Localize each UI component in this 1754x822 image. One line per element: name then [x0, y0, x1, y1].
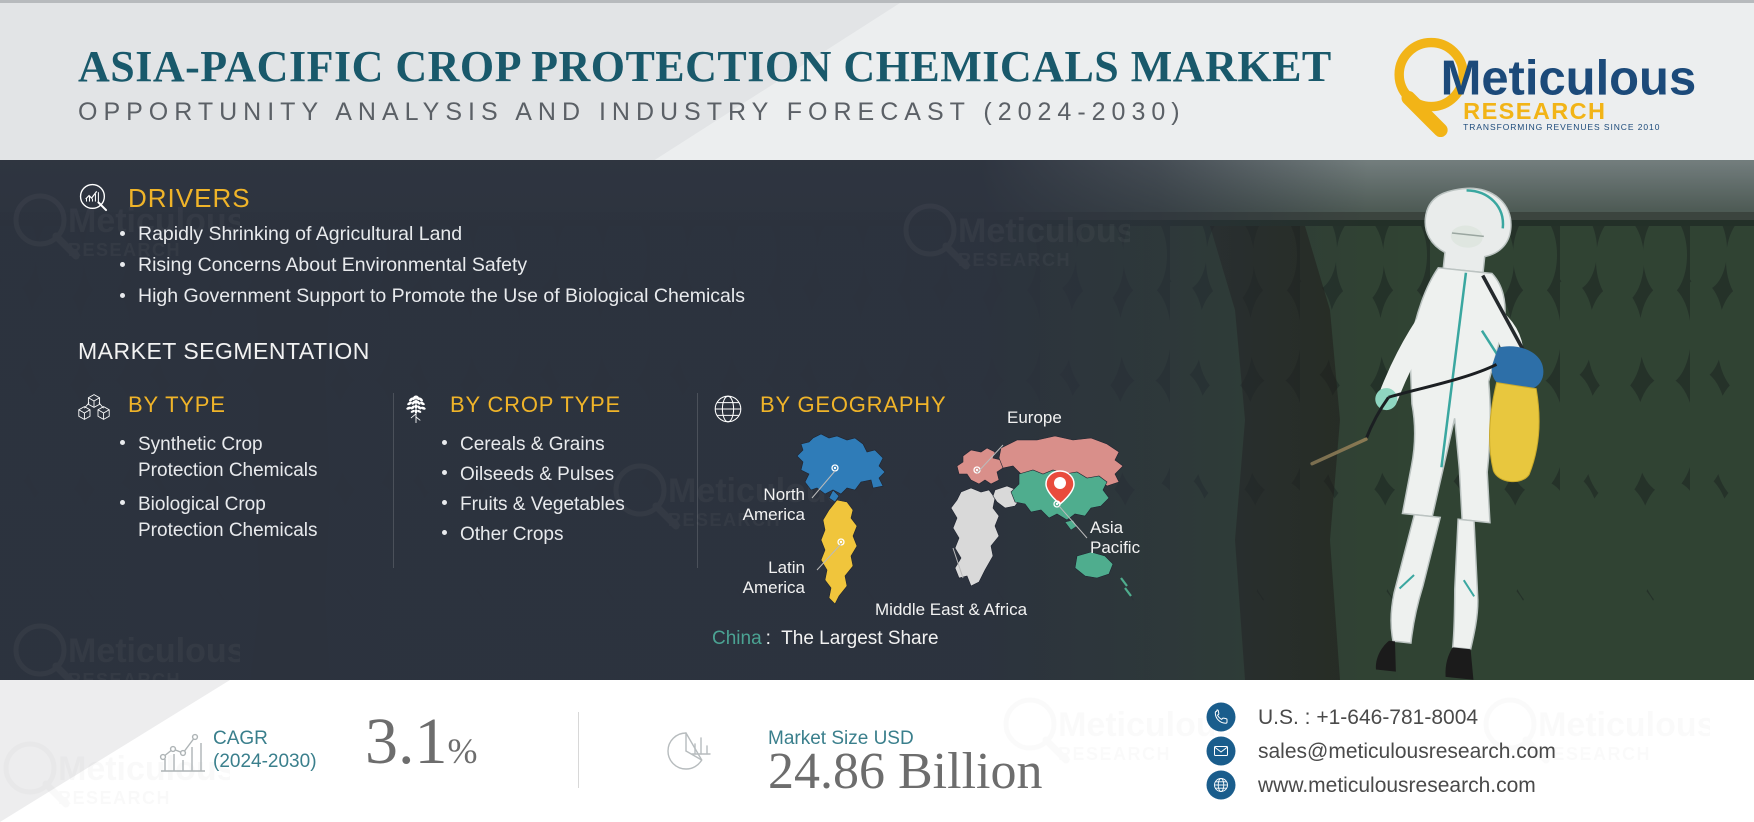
svg-text:Meticulous: Meticulous — [1058, 706, 1230, 744]
svg-text:TRANSFORMING REVENUES SINCE 20: TRANSFORMING REVENUES SINCE 2010 — [1463, 122, 1660, 132]
svg-text:Meticulous: Meticulous — [1538, 706, 1710, 744]
svg-text:RESEARCH: RESEARCH — [1058, 744, 1171, 764]
svg-text:Meticulous: Meticulous — [958, 212, 1130, 250]
svg-text:Meticulous: Meticulous — [68, 632, 240, 670]
svg-text:RESEARCH: RESEARCH — [1463, 98, 1606, 124]
svg-text:RESEARCH: RESEARCH — [68, 670, 181, 680]
svg-text:RESEARCH: RESEARCH — [958, 250, 1071, 270]
svg-text:RESEARCH: RESEARCH — [58, 788, 171, 808]
